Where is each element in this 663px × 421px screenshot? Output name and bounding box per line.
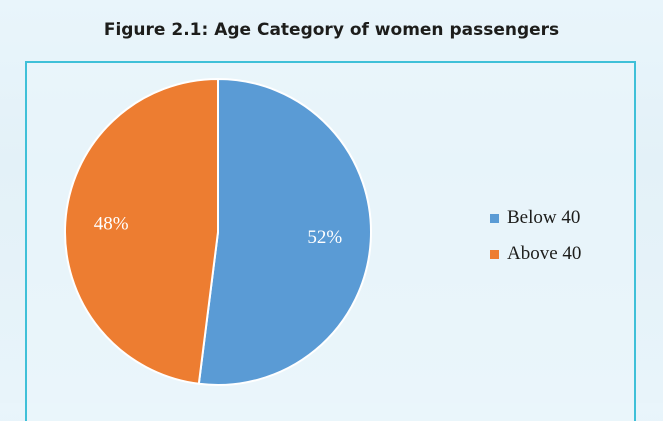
legend-label-below-40: Below 40 xyxy=(507,207,581,228)
legend: Below 40 Above 40 xyxy=(490,205,581,277)
slice-label-above-40: 48% xyxy=(94,214,129,235)
legend-item-above-40: Above 40 xyxy=(490,241,581,267)
pie-chart: 52% 48% xyxy=(64,77,372,386)
legend-swatch-below-40 xyxy=(490,213,499,223)
slice-label-below-40: 52% xyxy=(307,227,342,248)
legend-item-below-40: Below 40 xyxy=(490,205,581,231)
pie-slice-below-40 xyxy=(197,77,372,386)
legend-swatch-above-40 xyxy=(490,249,499,259)
legend-label-above-40: Above 40 xyxy=(507,243,582,264)
pie-slice-above-40 xyxy=(64,77,219,385)
chart-title: Figure 2.1: Age Category of women passen… xyxy=(103,20,560,40)
